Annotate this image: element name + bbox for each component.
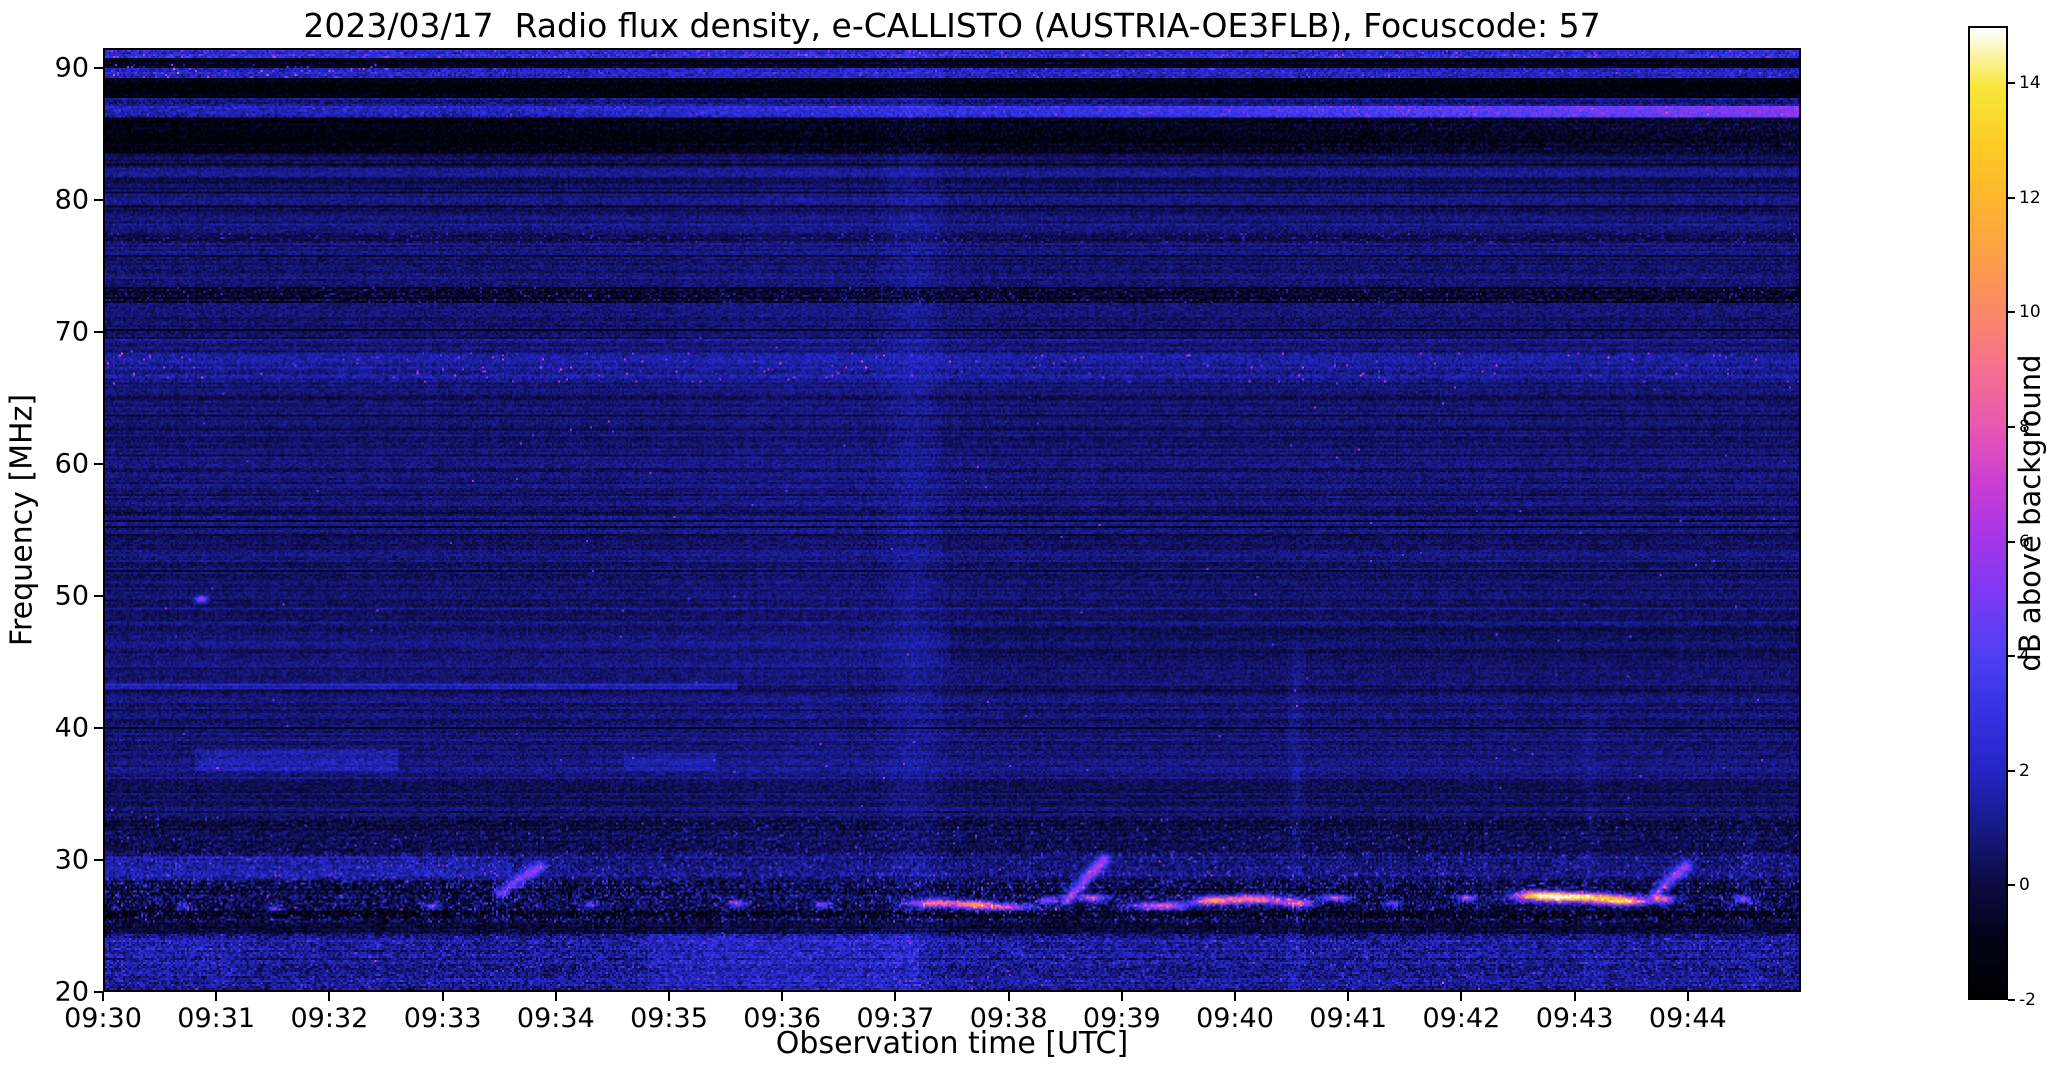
x-tick-mark [441, 992, 444, 1001]
colorbar-ticks: 14 12 10 8 6 4 2 0 -2 [2008, 26, 2046, 1010]
colorbar-tick-mark [2008, 769, 2015, 772]
x-tick-mark [1686, 992, 1689, 1001]
colorbar-tick-label: -2 [2019, 990, 2036, 1010]
x-tick-label: 09:44 [1648, 1003, 1727, 1034]
colorbar-label: dB above background [2013, 354, 2047, 672]
x-tick-mark [1120, 992, 1123, 1001]
colorbar-tick-label: 12 [2019, 187, 2041, 208]
x-tick-label: 09:38 [969, 1003, 1048, 1034]
x-tick-label: 09:36 [743, 1003, 822, 1034]
colorbar-tick-mark [2008, 999, 2015, 1001]
x-tick-label: 09:32 [290, 1003, 369, 1034]
x-tick-mark [328, 992, 331, 1001]
y-tick-mark [94, 991, 103, 993]
y-tick-label: 50 [54, 580, 89, 612]
y-tick-mark [94, 66, 103, 69]
x-tick-mark [667, 992, 670, 1001]
x-tick-label: 09:39 [1082, 1003, 1161, 1034]
x-tick-label: 09:34 [516, 1003, 595, 1034]
y-tick-mark [94, 330, 103, 333]
x-tick-mark [554, 992, 557, 1001]
x-tick-mark [1233, 992, 1236, 1001]
colorbar-tick-label: 0 [2019, 875, 2030, 896]
colorbar-tick-mark [2008, 655, 2015, 658]
x-tick-label: 09:40 [1196, 1003, 1274, 1034]
y-tick-label: 20 [54, 976, 89, 1008]
y-tick-mark [94, 462, 103, 465]
x-tick-label: 09:35 [630, 1003, 708, 1034]
x-tick-label: 09:42 [1422, 1003, 1501, 1034]
x-tick-mark [1007, 992, 1010, 1001]
colorbar-tick-mark [2008, 82, 2015, 85]
y-tick-mark [94, 594, 103, 597]
colorbar-tick-label: 6 [2019, 531, 2030, 552]
x-tick-mark [1460, 992, 1463, 1001]
colorbar [1968, 26, 2008, 1000]
y-tick-mark [94, 198, 103, 201]
colorbar-tick-label: 8 [2019, 417, 2030, 438]
colorbar-tick-label: 4 [2019, 646, 2030, 667]
spectrogram-plot [103, 48, 1801, 992]
x-tick-mark [102, 992, 104, 1001]
chart-title: 2023/03/17 Radio flux density, e-CALLIST… [303, 6, 1601, 45]
colorbar-tick-label: 10 [2019, 302, 2041, 323]
y-axis-ticks: 20 30 40 50 60 70 80 90 [0, 48, 103, 1008]
y-tick-label: 70 [54, 316, 89, 348]
x-tick-label: 09:31 [177, 1003, 256, 1034]
y-tick-label: 40 [54, 712, 89, 744]
x-tick-mark [1573, 992, 1576, 1001]
x-tick-label: 09:41 [1309, 1003, 1388, 1034]
colorbar-tick-mark [2008, 884, 2015, 887]
x-tick-label: 09:43 [1535, 1003, 1614, 1034]
x-tick-label: 09:30 [64, 1003, 142, 1034]
x-tick-label: 09:33 [403, 1003, 482, 1034]
colorbar-tick-mark [2008, 196, 2015, 199]
y-tick-mark [94, 858, 103, 861]
x-tick-label: 09:37 [856, 1003, 935, 1034]
x-tick-mark [215, 992, 218, 1001]
x-tick-mark [781, 992, 784, 1001]
x-tick-mark [1347, 992, 1350, 1001]
colorbar-tick-label: 14 [2019, 73, 2041, 94]
x-tick-mark [894, 992, 897, 1001]
spectrogram-canvas [105, 50, 1799, 990]
colorbar-gradient [1970, 28, 2006, 998]
colorbar-tick-mark [2008, 426, 2015, 429]
colorbar-tick-mark [2008, 540, 2015, 543]
y-axis-label: Frequency [MHz] [4, 393, 40, 647]
x-axis-ticks: 09:30 09:31 09:32 09:33 09:34 09:35 09:36 09:37… [64, 992, 1801, 1036]
y-tick-label: 90 [54, 52, 89, 84]
colorbar-tick-label: 2 [2019, 760, 2030, 781]
y-tick-label: 30 [54, 844, 89, 876]
colorbar-tick-mark [2008, 311, 2015, 314]
y-tick-label: 60 [54, 448, 89, 480]
y-tick-mark [94, 726, 103, 729]
y-tick-label: 80 [54, 184, 89, 216]
x-axis-label: Observation time [UTC] [775, 1026, 1129, 1061]
